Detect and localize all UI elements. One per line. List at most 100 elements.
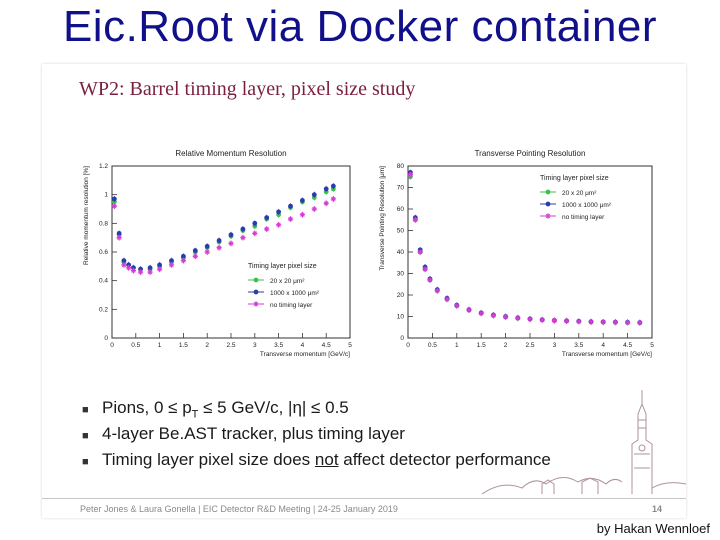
data-point xyxy=(157,266,163,272)
x-tick-label: 4 xyxy=(601,342,605,349)
author-credit: by Hakan Wennloef xyxy=(596,521,710,536)
x-tick-label: 4.5 xyxy=(322,342,331,349)
y-tick-label: 70 xyxy=(397,185,405,192)
y-tick-label: 30 xyxy=(397,271,405,278)
legend-marker xyxy=(545,189,551,195)
data-point xyxy=(576,318,582,325)
data-point xyxy=(288,203,293,209)
data-point xyxy=(330,196,336,202)
data-point xyxy=(126,265,132,271)
data-point xyxy=(116,235,122,241)
x-tick-label: 3 xyxy=(253,342,257,349)
y-tick-label: 0 xyxy=(104,335,108,342)
pointing-resolution-chart: Transverse Pointing Resolution 0 0.5 1 1.5 2 2… xyxy=(379,149,654,358)
data-point xyxy=(564,318,570,324)
data-point xyxy=(311,206,317,212)
data-point xyxy=(503,314,509,320)
y-tick-label: 40 xyxy=(397,249,405,256)
legend-title: Timing layer pixel size xyxy=(248,263,317,270)
bullet-mark: ■ xyxy=(82,430,89,442)
data-point xyxy=(412,217,418,223)
bullet-mark: ■ xyxy=(82,404,89,416)
x-tick-label: 2 xyxy=(205,342,209,349)
slide-image: WP2: Barrel timing layer, pixel size stu… xyxy=(42,64,686,518)
data-point xyxy=(527,316,533,322)
bullet-text: Pions, 0 ≤ pT ≤ 5 GeV/c, |η| ≤ 0.5 xyxy=(102,398,349,421)
data-point xyxy=(612,319,618,325)
data-point xyxy=(264,226,270,232)
page-title: Eic.Root via Docker container xyxy=(62,2,658,51)
bullet-mark: ■ xyxy=(82,456,89,468)
x-tick-label: 0.5 xyxy=(428,342,437,349)
x-tick-label: 1.5 xyxy=(477,342,486,349)
data-point xyxy=(240,226,246,232)
y-tick-label: 0.4 xyxy=(99,278,108,285)
x-tick-label: 2 xyxy=(504,342,508,349)
bullet-item: ■ Timing layer pixel size does not affec… xyxy=(82,450,551,476)
data-point xyxy=(539,317,545,323)
y-axis-label: Relative momentum resolution [%] xyxy=(83,166,90,265)
legend-label: 1000 x 1000 μm² xyxy=(562,202,612,209)
data-point xyxy=(240,235,246,241)
data-point xyxy=(116,230,122,236)
page-number: 14 xyxy=(652,504,663,514)
data-point xyxy=(192,253,198,259)
slide-heading: WP2: Barrel timing layer, pixel size stu… xyxy=(79,78,416,100)
data-point xyxy=(180,258,186,264)
y-tick-label: 1 xyxy=(104,192,108,199)
data-point xyxy=(121,258,127,263)
x-tick-label: 0 xyxy=(110,342,114,349)
bullet-text: 4-layer Be.AST tracker, plus timing laye… xyxy=(102,424,405,443)
data-point xyxy=(192,248,198,253)
x-tick-label: 5 xyxy=(348,342,352,349)
x-tick-label: 2.5 xyxy=(226,342,235,349)
bullet-list: ■ Pions, 0 ≤ pT ≤ 5 GeV/c, |η| ≤ 0.5 ■ 4… xyxy=(82,398,551,476)
data-point xyxy=(287,216,294,222)
data-point xyxy=(300,198,305,203)
data-point xyxy=(216,245,222,251)
y-tick-label: 0 xyxy=(400,335,404,342)
legend-label: no timing layer xyxy=(270,302,313,309)
data-point xyxy=(422,266,428,272)
bullet-text: Timing layer pixel size does not affect … xyxy=(102,450,551,469)
x-tick-label: 5 xyxy=(650,342,654,349)
x-tick-label: 4 xyxy=(301,342,305,349)
legend-label: 20 x 20 μm² xyxy=(270,278,305,285)
data-point xyxy=(276,209,281,215)
data-point xyxy=(181,253,186,259)
data-point xyxy=(228,232,234,238)
data-point xyxy=(137,269,144,275)
legend-marker xyxy=(545,201,551,207)
data-point xyxy=(168,262,175,268)
legend-label: no timing layer xyxy=(562,214,605,221)
data-point xyxy=(454,303,460,309)
chart-title: Transverse Pointing Resolution xyxy=(475,149,586,158)
x-axis-label: Transverse momentum [GeV/c] xyxy=(562,351,652,358)
x-tick-label: 1 xyxy=(158,342,162,349)
y-tick-label: 50 xyxy=(397,228,405,235)
x-tick-label: 0.5 xyxy=(131,342,140,349)
data-point xyxy=(330,183,336,189)
legend-title: Timing layer pixel size xyxy=(540,175,609,182)
plot-frame xyxy=(407,165,653,339)
x-tick-label: 3.5 xyxy=(274,342,283,349)
y-tick-label: 60 xyxy=(397,206,405,213)
x-tick-label: 1 xyxy=(455,342,459,349)
x-tick-label: 3 xyxy=(553,342,557,349)
legend-label: 1000 x 1000 μm² xyxy=(270,290,320,297)
data-point xyxy=(204,243,210,249)
data-point xyxy=(111,203,117,209)
momentum-resolution-chart: Relative Momentum Resolution 0 0.5 1 1.5 2 2.5… xyxy=(83,149,352,358)
y-tick-label: 0.6 xyxy=(99,249,108,256)
x-axis-label: Transverse momentum [GeV/c] xyxy=(260,351,350,358)
legend-marker xyxy=(253,277,259,283)
data-point xyxy=(147,265,153,271)
data-point xyxy=(204,249,210,255)
data-point xyxy=(407,172,414,178)
data-point xyxy=(427,277,433,283)
data-point xyxy=(252,220,258,226)
city-skyline-drawing xyxy=(482,390,686,495)
data-point xyxy=(545,213,551,219)
data-point xyxy=(637,320,643,326)
slide-footer: Peter Jones & Laura Gonella | EIC Detect… xyxy=(80,504,398,514)
